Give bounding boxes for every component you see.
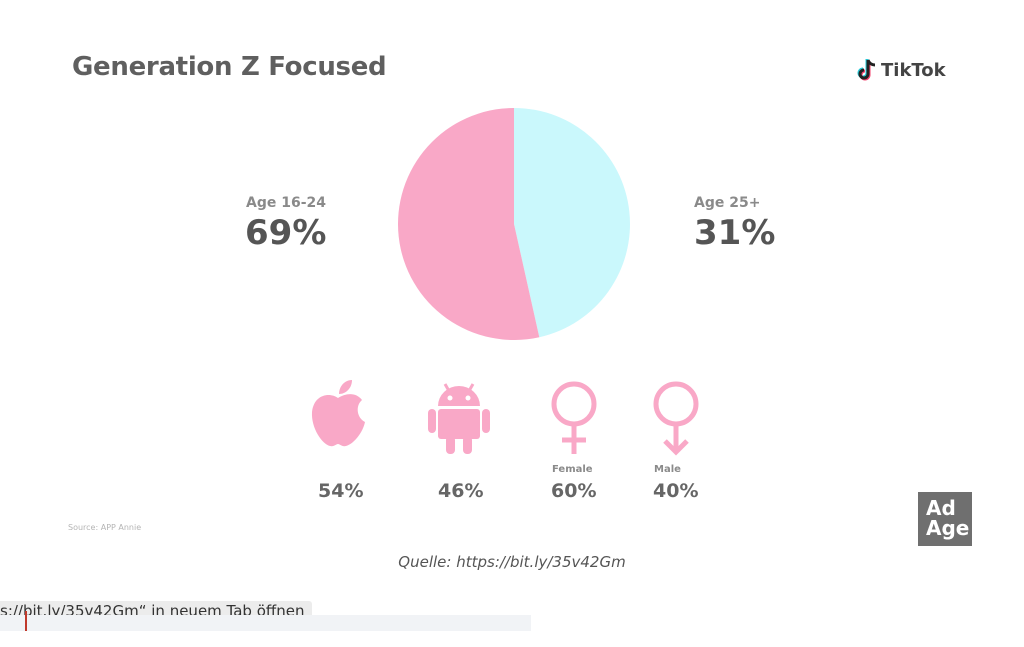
tooltip-prefix: s://bit.ly/: [0, 602, 66, 619]
android-share-value: 46%: [438, 480, 484, 502]
right-slice-value: 31%: [694, 213, 776, 253]
left-slice-value: 69%: [245, 213, 327, 253]
text-cursor: [25, 611, 27, 631]
pie-slice-age-25-plus: [514, 108, 630, 338]
tiktok-logo: TikTok: [856, 58, 946, 82]
chart-title: Generation Z Focused: [72, 52, 387, 82]
apple-share-value: 54%: [318, 480, 364, 502]
left-slice-label: Age 16-24: [246, 195, 327, 211]
apple-icon: [311, 380, 365, 447]
tiktok-wordmark: TikTok: [881, 59, 946, 81]
male-icon: [653, 381, 699, 456]
android-icon: [428, 383, 490, 454]
male-label: Male: [654, 464, 681, 475]
age-pie-chart: [397, 108, 630, 340]
adage-logo-line1: Ad: [926, 496, 956, 520]
adage-logo: Ad Age: [918, 492, 972, 546]
tiktok-note-icon: [857, 59, 876, 81]
female-label: Female: [552, 464, 593, 475]
tooltip-link: 35v42Gm: [65, 602, 139, 619]
female-icon: [551, 381, 597, 454]
pie-slice-age-16-24: [397, 108, 540, 340]
male-share-value: 40%: [653, 480, 699, 502]
image-caption: Quelle: https://bit.ly/35v42Gm: [398, 553, 626, 571]
right-slice-label: Age 25+: [694, 195, 761, 211]
female-share-value: 60%: [551, 480, 597, 502]
tooltip-suffix: “ in neuem Tab öffnen: [138, 602, 305, 619]
adage-logo-line2: Age: [926, 516, 970, 540]
editor-input-bar[interactable]: [0, 615, 531, 631]
link-tooltip: s://bit.ly/35v42Gm“ in neuem Tab öffnen: [0, 601, 313, 619]
source-note: Source: APP Annie: [68, 523, 142, 532]
